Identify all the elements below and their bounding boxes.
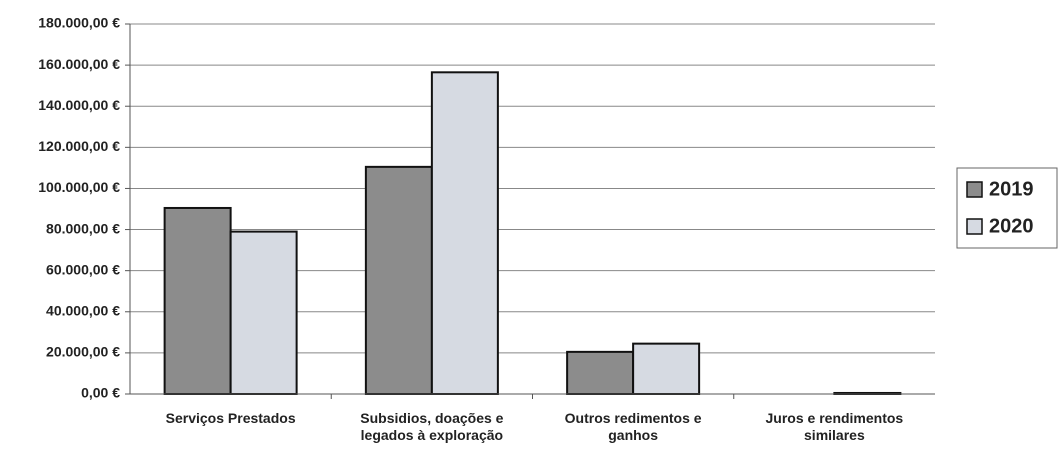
legend-swatch xyxy=(966,218,983,235)
y-tick-label: 60.000,00 € xyxy=(46,261,120,277)
legend-label: 2020 xyxy=(989,215,1034,237)
bar xyxy=(229,230,298,395)
x-tick-label: Juros e rendimentos similares xyxy=(765,410,904,443)
x-tick-label: Outros redimentos e ganhos xyxy=(564,410,702,443)
bar xyxy=(566,350,635,396)
y-tick-label: 100.000,00 € xyxy=(38,179,120,195)
x-tick-label: Serviços Prestados xyxy=(165,410,296,426)
y-tick-label: 120.000,00 € xyxy=(38,138,120,154)
legend-label: 2019 xyxy=(989,178,1034,200)
y-tick-label: 160.000,00 € xyxy=(38,56,120,72)
bar xyxy=(632,342,701,395)
bar xyxy=(364,165,433,395)
legend-swatch xyxy=(966,181,983,198)
y-tick-label: 80.000,00 € xyxy=(46,220,120,236)
bar xyxy=(163,206,232,395)
y-tick-label: 0,00 € xyxy=(81,385,120,401)
bar xyxy=(430,71,499,396)
y-tick-label: 180.000,00 € xyxy=(38,15,120,31)
y-tick-label: 40.000,00 € xyxy=(46,302,120,318)
y-tick-label: 20.000,00 € xyxy=(46,344,120,360)
x-tick-label: Subsidios, doações e legados à exploraçã… xyxy=(360,410,504,443)
y-tick-label: 140.000,00 € xyxy=(38,97,120,113)
